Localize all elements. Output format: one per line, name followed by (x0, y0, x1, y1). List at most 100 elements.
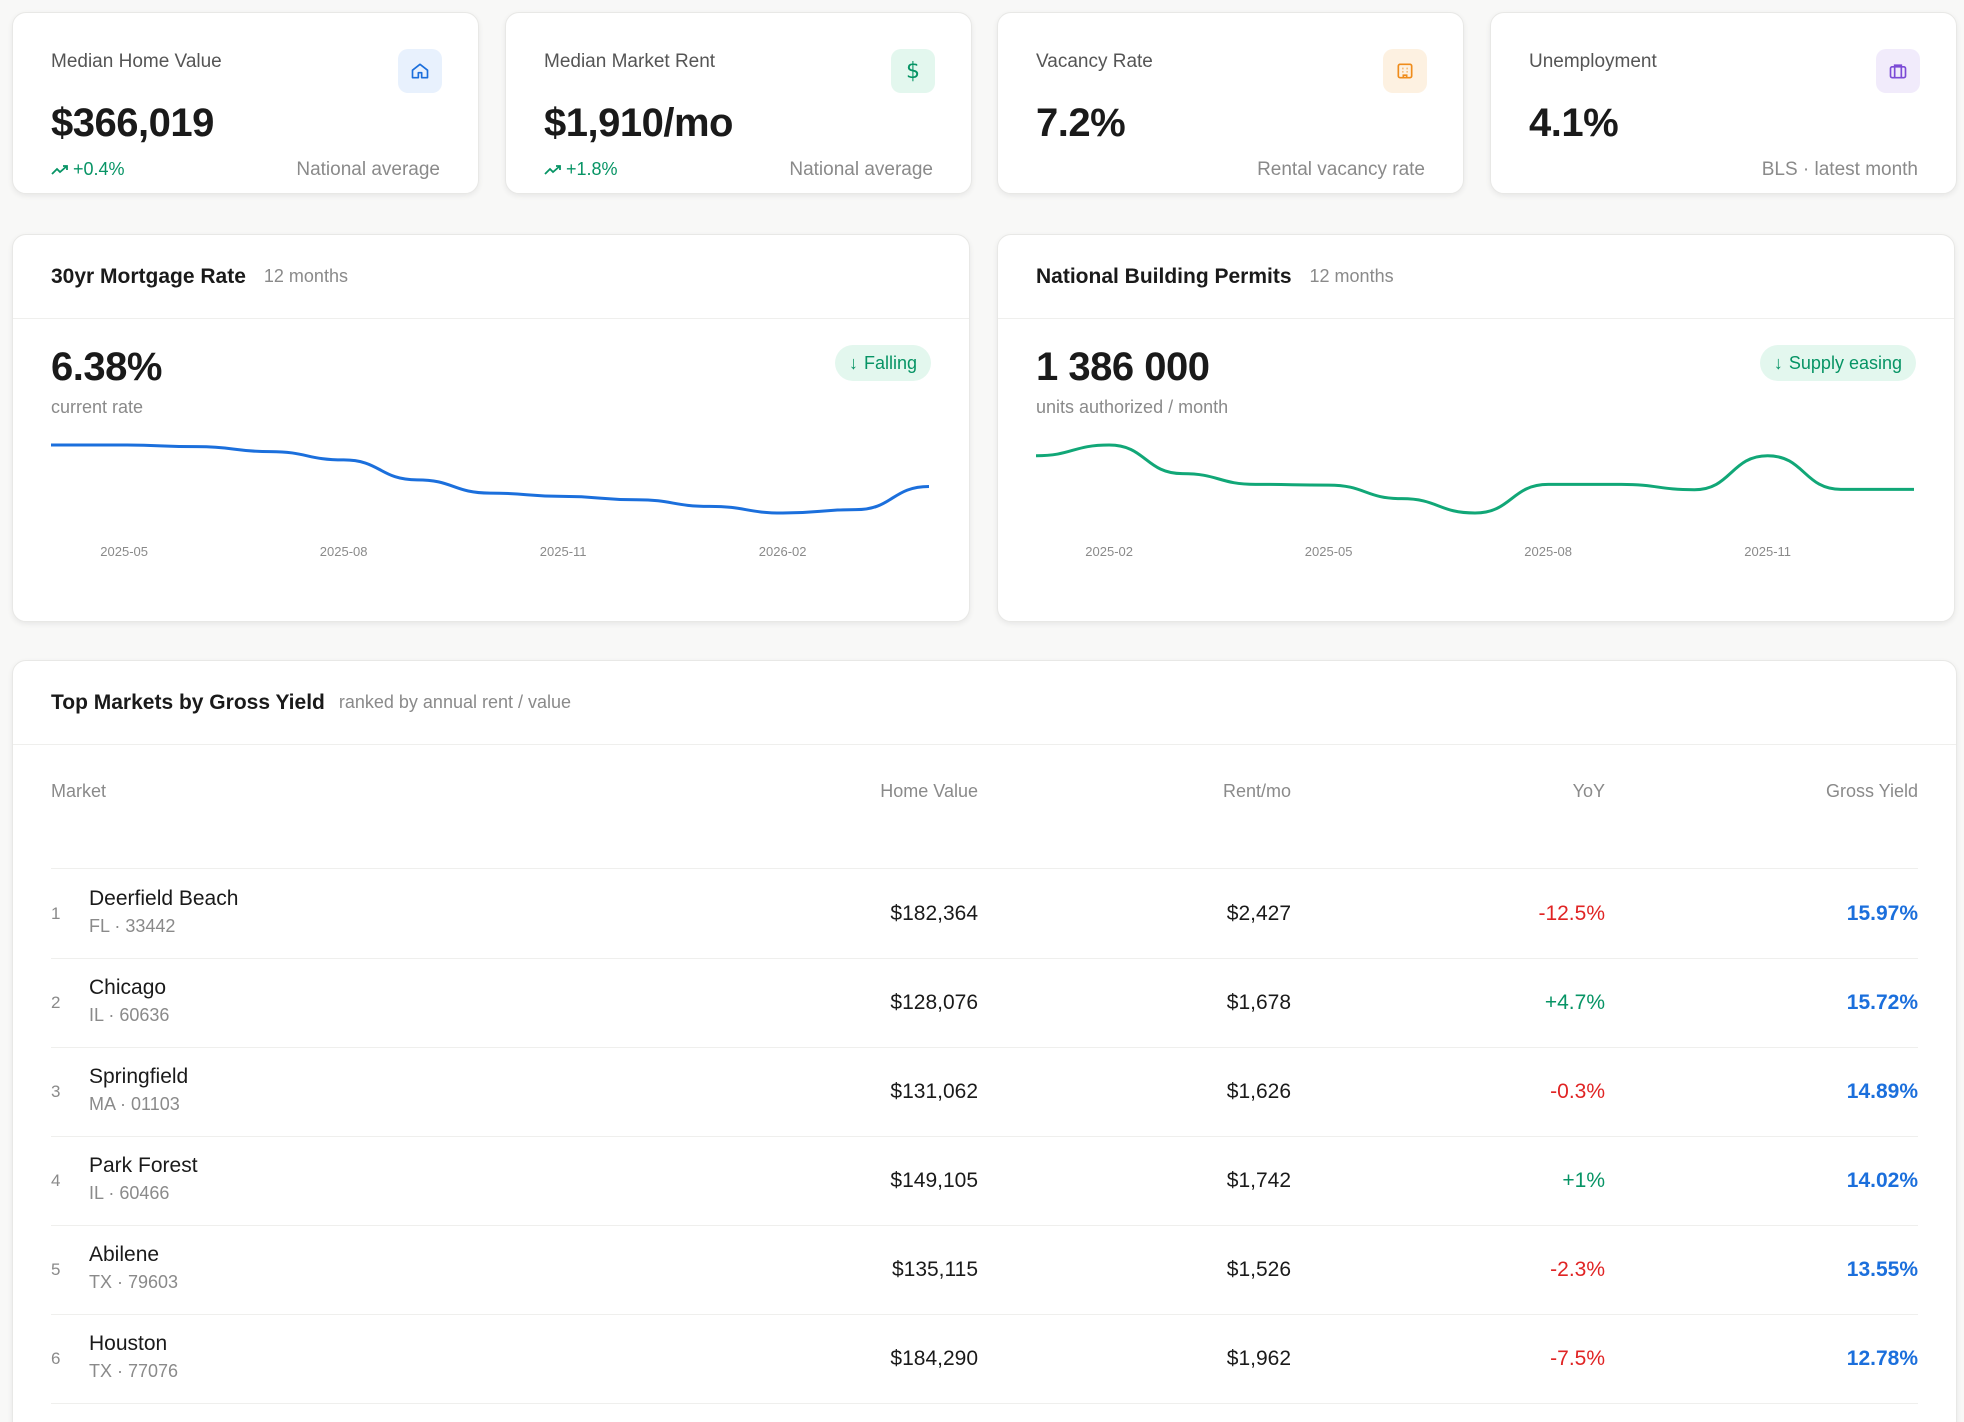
row-rank: 1 (51, 904, 61, 923)
kpi-delta-text: +1.8% (566, 159, 618, 179)
col-header-market[interactable]: Market (51, 781, 107, 801)
permits-line-chart: 2025-02 2025-05 2025-08 2025-11 (1036, 443, 1914, 559)
gross-yield-cell: 15.72% (1846, 991, 1918, 1014)
table-row[interactable]: 5 Abilene TX · 79603 $135,115 $1,526 -2.3% 13.… (51, 1226, 1918, 1315)
permits-value: 1 386 000 (1036, 345, 1210, 389)
table-title: Top Markets by Gross Yield (51, 690, 325, 714)
col-header-rent[interactable]: Rent/mo (1222, 781, 1291, 801)
col-header-home-value[interactable]: Home Value (880, 781, 978, 801)
table-subtitle: ranked by annual rent / value (338, 692, 572, 712)
kpi-sub: National average (789, 159, 933, 180)
kpi-delta: +0.4% (51, 159, 125, 180)
dollar-icon: $ (891, 49, 935, 93)
trend-badge: ↓ Falling (834, 345, 931, 381)
home-value-cell: $182,364 (890, 902, 978, 925)
home-value-cell: $131,062 (890, 1080, 978, 1103)
kpi-card-unemployment: Unemployment 4.1% BLS · latest month (1490, 12, 1957, 194)
kpi-sub: BLS · latest month (1761, 159, 1918, 180)
table-row[interactable]: 4 Park Forest IL · 60466 $149,105 $1,742 +1% 1… (51, 1137, 1918, 1226)
permits-label: units authorized / month (1036, 397, 1229, 417)
col-header-gross-yield[interactable]: Gross Yield (1825, 781, 1918, 801)
table-row[interactable]: 1 Deerfield Beach FL · 33442 $182,364 $2,427… (51, 870, 1918, 959)
market-name: Abilene (89, 1243, 160, 1266)
market-name: Houston (89, 1332, 168, 1355)
briefcase-icon (1876, 49, 1920, 93)
market-name: Park Forest (89, 1154, 198, 1177)
kpi-value: 7.2% (1036, 101, 1126, 145)
arrow-down-icon: ↓ (1773, 352, 1783, 373)
gross-yield-cell: 14.02% (1846, 1169, 1918, 1192)
gross-yield-cell: 12.78% (1846, 1347, 1918, 1370)
chart-subtitle: 12 months (263, 266, 348, 286)
kpi-sub: Rental vacancy rate (1257, 159, 1425, 180)
yoy-cell: -7.5% (1550, 1347, 1605, 1370)
market-location: TX · 77076 (89, 1361, 179, 1381)
rent-cell: $1,626 (1226, 1080, 1291, 1103)
kpi-card-vacancy-rate: Vacancy Rate 7.2% Rental vacancy rate (997, 12, 1464, 194)
chart-title: National Building Permits (1036, 264, 1292, 288)
yoy-cell: +4.7% (1544, 991, 1605, 1014)
rent-cell: $1,962 (1226, 1347, 1291, 1370)
series-line (51, 443, 930, 515)
yoy-cell: -0.3% (1550, 1080, 1605, 1103)
table-column-headers: Market Home Value Rent/mo YoY Gross Yiel… (51, 745, 1918, 869)
chart-header: National Building Permits 12 months (998, 235, 1954, 319)
x-tick-label: 2025-11 (540, 544, 587, 559)
yoy-cell: -2.3% (1550, 1258, 1605, 1281)
kpi-value: $1,910/mo (544, 101, 733, 145)
x-tick-label: 2026-02 (759, 544, 807, 559)
building-icon (1383, 49, 1427, 93)
trend-up-icon (51, 164, 68, 175)
home-value-cell: $128,076 (890, 991, 978, 1014)
home-value-cell: $149,105 (890, 1169, 978, 1192)
kpi-delta-text: +0.4% (73, 159, 125, 179)
kpi-value: $366,019 (51, 101, 214, 145)
market-location: IL · 60466 (89, 1183, 170, 1203)
kpi-label: Vacancy Rate (1036, 51, 1153, 72)
arrow-down-icon: ↓ (848, 352, 858, 373)
trend-badge: ↓ Supply easing (1759, 345, 1916, 381)
kpi-sub: National average (296, 159, 440, 180)
table-header: Top Markets by Gross Yield ranked by ann… (13, 661, 1956, 745)
row-rank: 3 (51, 1082, 61, 1101)
x-tick-label: 2025-08 (1524, 544, 1572, 559)
series-line (1036, 443, 1914, 515)
table-row[interactable]: 3 Springfield MA · 01103 $131,062 $1,626 -0.3… (51, 1048, 1918, 1137)
market-name: Deerfield Beach (89, 887, 239, 910)
yoy-cell: -12.5% (1538, 902, 1605, 925)
chart-title: 30yr Mortgage Rate (51, 264, 246, 288)
rent-cell: $1,678 (1226, 991, 1291, 1014)
x-tick-label: 2025-05 (1305, 544, 1353, 559)
x-tick-label: 2025-02 (1085, 544, 1133, 559)
col-header-yoy[interactable]: YoY (1572, 781, 1605, 801)
chart-header: 30yr Mortgage Rate 12 months (13, 235, 969, 319)
row-rank: 5 (51, 1260, 61, 1279)
home-value-cell: $135,115 (891, 1258, 978, 1281)
row-rank: 6 (51, 1349, 61, 1368)
x-tick-label: 2025-05 (100, 544, 148, 559)
gross-yield-cell: 14.89% (1846, 1080, 1918, 1103)
trend-up-icon (544, 164, 561, 175)
table-row[interactable]: 2 Chicago IL · 60636 $128,076 $1,678 +4.7% 15.… (51, 959, 1918, 1048)
x-tick-label: 2025-11 (1744, 544, 1791, 559)
trend-badge-text: Falling (863, 352, 917, 373)
top-markets-table-card: Top Markets by Gross Yield ranked by ann… (12, 660, 1957, 1422)
current-rate-label: current rate (51, 397, 144, 417)
mortgage-rate-card: 30yr Mortgage Rate 12 months 6.38% curre… (12, 234, 970, 622)
home-icon (398, 49, 442, 93)
rent-cell: $1,742 (1226, 1169, 1291, 1192)
kpi-card-home-value: Median Home Value $366,019 +0.4% Nationa… (12, 12, 479, 194)
row-rank: 4 (51, 1171, 61, 1190)
market-location: IL · 60636 (89, 1005, 170, 1025)
table-row[interactable]: 6 Houston TX · 77076 $184,290 $1,962 -7.5% 12.… (51, 1315, 1918, 1404)
building-permits-card: National Building Permits 12 months 1 38… (997, 234, 1955, 622)
kpi-delta: +1.8% (544, 159, 618, 180)
home-value-cell: $184,290 (890, 1347, 978, 1370)
kpi-label: Median Home Value (51, 51, 222, 72)
x-tick-label: 2025-08 (320, 544, 368, 559)
gross-yield-cell: 15.97% (1846, 902, 1918, 925)
table-row[interactable]: 7PontiacMI · 48342$123,102$1,276+1.8%12.… (51, 1404, 1918, 1422)
kpi-card-market-rent: Median Market Rent $ $1,910/mo +1.8% Nat… (505, 12, 972, 194)
market-name: Springfield (89, 1065, 189, 1088)
trend-badge-text: Supply easing (1788, 352, 1902, 373)
